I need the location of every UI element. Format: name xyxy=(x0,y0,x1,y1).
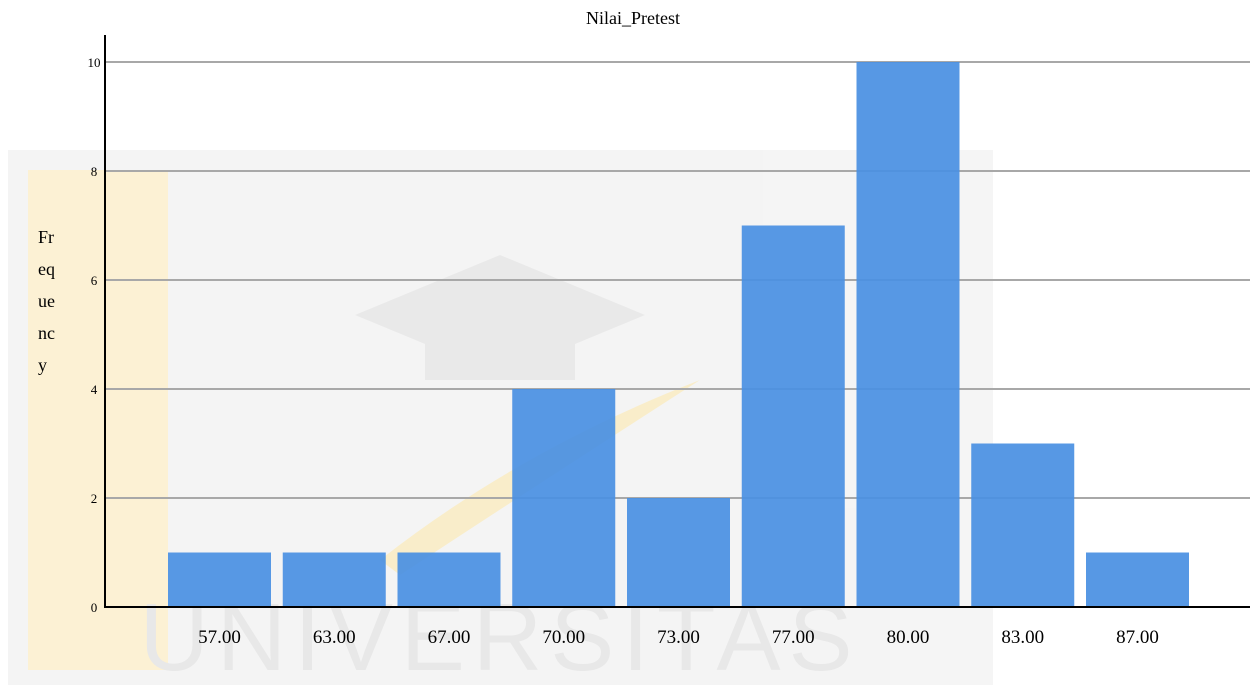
gridlines xyxy=(106,61,1250,499)
x-tick-label: 83.00 xyxy=(1001,627,1044,648)
y-axis-label-line: y xyxy=(38,355,47,375)
y-axis-label: Fr eq ue nc y xyxy=(38,227,55,375)
x-tick-label: 80.00 xyxy=(887,627,930,648)
x-axis-ticks: 57.00 63.00 67.00 70.00 73.00 77.00 80.00 83.00… xyxy=(198,627,1159,648)
y-tick-label: 0 xyxy=(91,600,98,615)
bar-63.00 xyxy=(282,552,386,607)
x-tick-label: 73.00 xyxy=(657,627,700,648)
y-axis-label-line: nc xyxy=(38,323,55,343)
y-axis-label-line: eq xyxy=(38,259,55,279)
bar-77.00 xyxy=(741,225,845,607)
x-tick-label: 87.00 xyxy=(1116,627,1159,648)
y-tick-label: 10 xyxy=(88,55,101,70)
bar-87.00 xyxy=(1086,552,1189,607)
y-axis-ticks: 0 2 4 6 8 10 xyxy=(88,55,101,615)
x-tick-label: 67.00 xyxy=(428,627,471,648)
watermark-accent xyxy=(28,170,168,670)
chart-title: Nilai_Pretest xyxy=(586,8,680,28)
bar-57.00 xyxy=(168,552,271,607)
bar-73.00 xyxy=(627,498,730,607)
y-tick-label: 4 xyxy=(91,382,98,397)
graduation-cap-base-icon xyxy=(425,330,575,380)
x-tick-label: 70.00 xyxy=(542,627,585,648)
bar-80.00 xyxy=(856,62,960,607)
x-tick-label: 57.00 xyxy=(198,627,241,648)
bars xyxy=(168,62,1189,607)
y-tick-label: 2 xyxy=(91,491,98,506)
y-tick-label: 6 xyxy=(91,273,98,288)
y-axis-label-line: Fr xyxy=(38,227,54,247)
x-tick-label: 77.00 xyxy=(772,627,815,648)
x-tick-label: 63.00 xyxy=(313,627,356,648)
y-tick-label: 8 xyxy=(91,164,98,179)
bar-70.00 xyxy=(512,389,616,607)
bar-67.00 xyxy=(397,552,501,607)
bar-83.00 xyxy=(971,443,1075,607)
y-axis-label-line: ue xyxy=(38,291,55,311)
